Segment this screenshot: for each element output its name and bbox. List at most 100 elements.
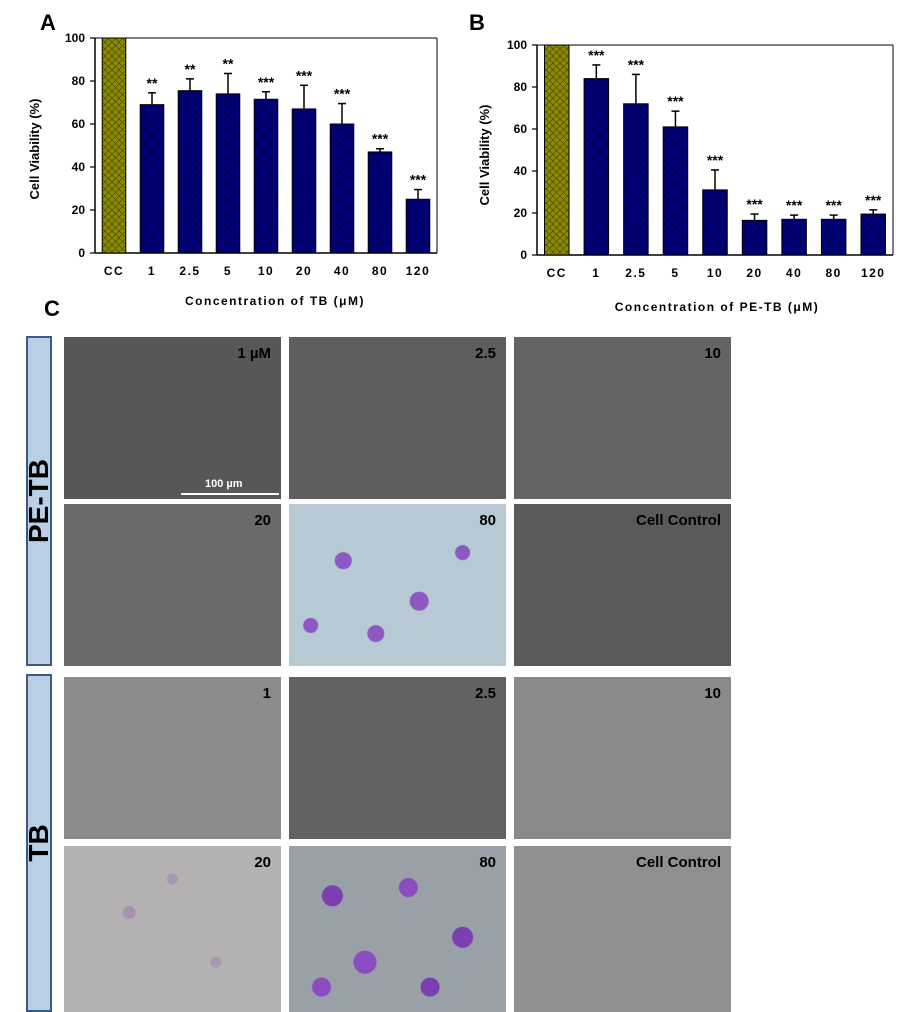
chart-a-ylabel: Cell Viability (%)	[27, 99, 42, 200]
y-tick-label: 20	[514, 206, 528, 220]
y-tick-label: 40	[514, 164, 528, 178]
bar-hatch	[584, 78, 609, 255]
y-tick-label: 80	[514, 80, 528, 94]
x-tick-label: 5	[224, 264, 232, 278]
bar-hatch	[860, 214, 886, 255]
micrograph-label: 2.5	[475, 345, 496, 362]
bar-hatch	[702, 189, 728, 255]
y-tick-label: 0	[78, 246, 85, 260]
bar-hatch	[663, 126, 688, 256]
micrograph-pe_tb-1: 2.5	[289, 337, 506, 499]
micrograph-tb-5: Cell Control	[514, 846, 731, 1012]
y-tick-label: 60	[514, 122, 528, 136]
micrograph-pe_tb-3: 20	[64, 504, 281, 666]
panel-label-a: A	[40, 10, 56, 35]
significance-label: ***	[628, 56, 645, 72]
significance-label: ***	[296, 67, 313, 83]
significance-label: ***	[372, 131, 389, 147]
chart-a: 0 20 40 60 80 100 CC ** 1 ** 2.5 ** 5 *** 10 *** 20 *** 40…	[27, 31, 438, 308]
micrograph-tb-1: 2.5	[289, 677, 506, 839]
scale-bar-label: 100 µm	[205, 478, 243, 490]
micrograph-label: 1 µM	[237, 345, 271, 362]
micrograph-label: 80	[479, 854, 496, 871]
significance-label: ***	[588, 47, 605, 63]
significance-label: ***	[746, 196, 763, 212]
x-tick-label: 80	[372, 264, 388, 278]
x-tick-label: 1	[592, 266, 600, 280]
tb-group-label: TB	[23, 824, 54, 862]
x-tick-label: 40	[334, 264, 350, 278]
chart-b: 0 20 40 60 80 100 CC *** 1 *** 2.5 *** 5 *** 10 *** 20 **…	[477, 38, 894, 314]
y-tick-label: 40	[72, 160, 86, 174]
micrograph-pe_tb-0: 1 µM 100 µm	[64, 337, 281, 499]
bar-hatch	[544, 45, 570, 255]
micrograph-label: 20	[254, 854, 271, 871]
micrograph-label: 80	[479, 512, 496, 529]
tb-group-label-box: TB	[23, 674, 54, 1012]
significance-label: **	[147, 75, 158, 91]
bar-hatch	[140, 104, 164, 254]
micrograph-label: Cell Control	[636, 512, 721, 529]
x-tick-label: 20	[746, 266, 762, 280]
micrograph-tb-2: 10	[514, 677, 731, 839]
bar-hatch	[254, 99, 278, 254]
micrograph-label: Cell Control	[636, 854, 721, 871]
micrograph-label: 10	[704, 685, 721, 702]
x-tick-label: 10	[258, 264, 274, 278]
bar-hatch	[406, 199, 430, 253]
significance-label: ***	[410, 172, 427, 188]
significance-label: ***	[707, 152, 724, 168]
significance-label: **	[185, 61, 196, 77]
chart-b-xlabel: Concentration of PE-TB (μM)	[615, 300, 820, 314]
x-tick-label: 40	[786, 266, 802, 280]
micrograph-label: 10	[704, 345, 721, 362]
bar-hatch	[216, 93, 240, 254]
bar-hatch	[178, 90, 202, 253]
micrograph-tb-0: 1	[64, 677, 281, 839]
significance-label: ***	[334, 86, 351, 102]
significance-label: ***	[865, 192, 882, 208]
pe-tb-group-label: PE-TB	[23, 459, 54, 543]
x-tick-label: CC	[547, 266, 567, 280]
chart-b-ylabel: Cell Viability (%)	[477, 105, 492, 206]
scale-bar	[181, 493, 279, 495]
chart-a-xlabel: Concentration of TB (μM)	[185, 294, 365, 308]
panel-label-c: C	[44, 296, 60, 321]
bar-hatch	[102, 38, 126, 253]
bar-hatch	[781, 219, 807, 255]
significance-label: ***	[667, 93, 684, 109]
micrograph-label: 2.5	[475, 685, 496, 702]
micrograph-tb-3: 20	[64, 846, 281, 1012]
bar-hatch	[623, 103, 649, 255]
x-tick-label: 1	[148, 264, 156, 278]
significance-label: **	[223, 55, 234, 71]
micrograph-tb-4: 80	[289, 846, 506, 1012]
y-tick-label: 100	[507, 38, 527, 52]
x-tick-label: CC	[104, 264, 124, 278]
y-tick-label: 100	[65, 31, 85, 45]
bar-hatch	[292, 108, 316, 253]
micrograph-label: 1	[262, 685, 271, 702]
micrograph-pe_tb-2: 10	[514, 337, 731, 499]
bar-hatch	[330, 124, 354, 253]
micrograph-label: 20	[254, 512, 271, 529]
micrograph-pe_tb-4: 80	[289, 504, 506, 666]
x-tick-label: 5	[671, 266, 679, 280]
bar-hatch	[821, 219, 846, 255]
bar-hatch	[368, 151, 392, 253]
significance-label: ***	[258, 74, 275, 90]
micrograph-pe_tb-5: Cell Control	[514, 504, 731, 666]
y-tick-label: 80	[72, 74, 86, 88]
x-tick-label: 10	[707, 266, 723, 280]
significance-label: ***	[786, 197, 803, 213]
y-tick-label: 20	[72, 203, 86, 217]
x-tick-label: 2.5	[179, 264, 200, 278]
significance-label: ***	[825, 197, 842, 213]
bar-hatch	[742, 220, 767, 255]
x-tick-label: 120	[861, 266, 886, 280]
pe-tb-group-label-box: PE-TB	[23, 336, 54, 666]
x-tick-label: 2.5	[625, 266, 646, 280]
y-tick-label: 60	[72, 117, 86, 131]
y-tick-label: 0	[520, 248, 527, 262]
x-tick-label: 80	[825, 266, 841, 280]
